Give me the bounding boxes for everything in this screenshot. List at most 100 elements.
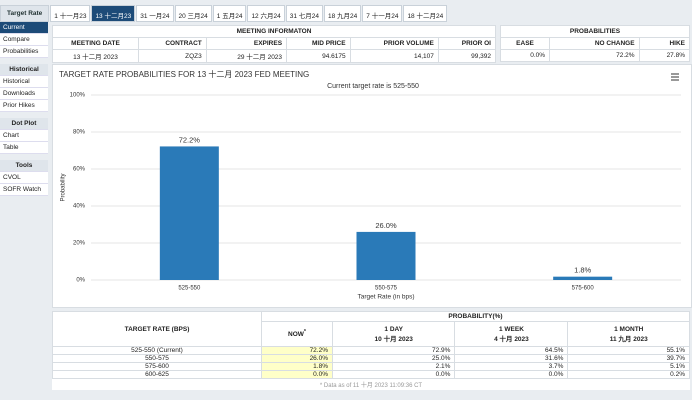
meeting-tab[interactable]: 1 五月24 [212,5,247,22]
footnote-row: * Data as of 11 十月 2023 11:09:36 CT [53,379,690,391]
y-tick-label: 40% [73,204,86,210]
cell: 72.2% [261,346,333,355]
y-axis-title: Probability [61,173,67,201]
meeting-tab[interactable]: 13 十二月23 [91,5,136,22]
column-header: NOW* [261,321,333,347]
column-header: PRIOR VOLUME [349,37,439,50]
meeting-tab[interactable]: 31 七月24 [285,5,323,22]
column-date: 4 十月 2023 [494,335,529,343]
value-label: 1.8% [574,266,591,275]
table-title: PROBABILITIES [500,25,690,38]
cell: 575-600 [52,362,262,371]
tab-bar: Target Rate 1 十一月23 13 十二月23 31 一月24 20 三月24… [0,5,448,22]
column-header: NO CHANGE [549,37,640,50]
chart-title: TARGET RATE PROBABILITIES FOR 13 十二月 202… [59,69,309,79]
cell: 0.0% [261,370,333,379]
title-row: MEETING INFORMATON [52,25,496,38]
probability-table: TARGET RATE (BPS) PROBABILITY(%) NOW* 1 DAY… [52,311,690,390]
y-tick-label: 100% [70,93,86,99]
nav-link[interactable]: Probabilities [0,46,48,58]
y-tick-label: 0% [76,278,85,284]
x-tick-label: 525-550 [178,286,201,292]
nav-header: Tools [0,160,48,172]
header-row: TARGET RATE (BPS) PROBABILITY(%) [52,311,690,347]
nav-link[interactable]: Chart [0,130,48,142]
value-label: 72.2% [179,135,201,144]
meeting-tab[interactable]: 18 十二月24 [403,5,448,22]
header-row: MEETING DATE CONTRACT EXPIRES MID PRICE PRIO… [52,37,497,50]
column-date: 10 十月 2023 [374,335,413,343]
table-title: MEETING INFORMATON [52,25,496,38]
column-header: EXPIRES [205,37,288,50]
header-row: NOW* 1 DAY 10 十月 2023 1 WEEK 4 十月 2023 1 MONT… [53,321,690,347]
chart-subtitle: Current target rate is 525-550 [327,83,419,90]
meeting-tab[interactable]: 7 十一月24 [362,5,403,22]
cell: 5.1% [567,362,690,371]
column-header: EASE [499,37,551,50]
nav-header: Historical [0,64,48,76]
value-label: 26.0% [375,221,397,230]
column-header: MEETING DATE [52,37,139,50]
column-title: NOW [288,331,304,339]
chart: TARGET RATE PROBABILITIES FOR 13 十二月 202… [52,64,692,308]
cell: 39.7% [567,354,690,363]
title-row: PROBABILITIES [500,25,690,38]
nav-link[interactable]: Prior Hikes [0,100,48,112]
meeting-tab[interactable]: 12 六月24 [247,5,285,22]
rate-header: TARGET RATE (BPS) [52,311,262,347]
column-header: PRIOR OI [437,37,497,50]
nav-link[interactable]: CVOL [0,172,48,184]
cell: 0.2% [567,370,690,379]
menu-icon[interactable] [671,73,679,81]
meeting-tab[interactable]: 18 九月24 [324,5,362,22]
cell: 29 十二月 2023 [205,49,288,63]
nav-link[interactable]: Downloads [0,88,48,100]
column-header: CONTRACT [137,37,207,50]
cell: 25.0% [331,354,456,363]
cell: 99,392 [437,49,497,63]
column-date: 11 九月 2023 [609,335,648,343]
cell: 13 十二月 2023 [52,49,139,63]
bar [159,146,219,280]
cell: ZQZ3 [137,49,207,63]
cell: 94.6175 [286,49,351,63]
cell: 525-550 (Current) [52,346,262,355]
cell: 0.0% [454,370,569,379]
value-row: 0.0% 72.2% 27.8% [499,49,691,62]
nav-link[interactable]: Table [0,142,48,154]
nav-link[interactable]: SOFR Watch [0,184,48,196]
data-row: 600-625 0.0% 0.0% 0.0% 0.2% [52,370,690,379]
meeting-tab[interactable]: 1 十一月23 [50,5,91,22]
cell: 55.1% [567,346,690,355]
cell: 3.7% [454,362,569,371]
nav-link[interactable]: Historical [0,76,48,88]
nav-link[interactable]: Current [0,22,48,34]
nav-link[interactable]: Compare [0,34,48,46]
meeting-tab[interactable]: 20 三月24 [174,5,212,22]
tab-label: Target Rate [0,5,50,22]
cell: 0.0% [331,370,456,379]
column-header: 1 WEEK 4 十月 2023 [454,321,569,347]
cell: 26.0% [261,354,333,363]
y-tick-label: 80% [73,130,86,136]
x-tick-label: 550-575 [375,286,398,292]
bar [553,276,613,280]
meeting-tab[interactable]: 31 一月24 [136,5,174,22]
cell: 2.1% [331,362,456,371]
cell: 64.5% [454,346,569,355]
bar [356,231,416,280]
cell: 1.8% [261,362,333,371]
cell: 550-575 [52,354,262,363]
column-title: 1 DAY [384,325,403,333]
x-tick-label: 575-600 [572,286,595,292]
data-row: 550-575 26.0% 25.0% 31.6% 39.7% [52,354,690,363]
probabilities: PROBABILITIES EASE NO CHANGE HIKE 0.0% 72.2% 2… [499,25,691,62]
group-header: PROBABILITY(%) [261,311,690,322]
cell: 31.6% [454,354,569,363]
column-header: HIKE [638,37,691,50]
cell: 600-625 [52,370,262,379]
value-row: 13 十二月 2023 ZQZ3 29 十二月 2023 94.6175 14,107 9… [52,49,497,63]
sidebar: Current Compare Probabilities Historical His… [0,22,48,196]
meeting-info: MEETING INFORMATON MEETING DATE CONTRACT EX… [52,25,497,63]
